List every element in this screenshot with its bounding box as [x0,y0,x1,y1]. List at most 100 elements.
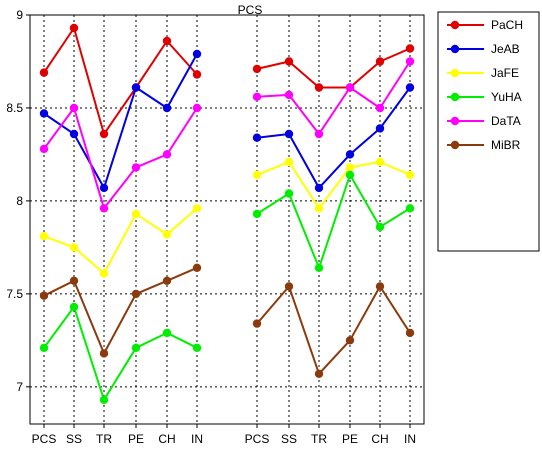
series-line [43,305,198,401]
data-point [375,157,385,167]
data-point [131,163,141,172]
data-point [375,282,385,291]
x-tick-label: PCS [32,432,57,446]
data-point [314,263,324,272]
x-tick-label: SS [281,432,297,446]
data-point [162,36,172,46]
data-point [162,276,172,285]
data-point [39,144,49,154]
legend-label: JaFE [491,66,519,80]
data-point [252,319,262,328]
legend-item-yuha: YuHA [447,90,522,104]
data-point [314,183,324,193]
x-tick-label: PE [342,432,358,446]
data-point [99,395,109,404]
data-point [162,328,172,338]
y-tick-label: 7.5 [6,287,23,301]
data-point [375,124,385,133]
data-point [314,83,324,92]
data-point [345,163,355,172]
series-pach [39,23,415,139]
series-line [43,207,198,275]
data-point [252,64,262,74]
series-line [256,173,411,269]
data-point [314,369,324,378]
y-axis: 7 7.5 8 8.5 9 [6,8,30,394]
legend-label: YuHA [491,90,522,104]
data-point [69,243,79,252]
data-point [131,343,141,352]
data-point [284,157,294,167]
data-point [405,328,415,338]
series-yuha [39,170,415,404]
data-point [252,133,262,142]
data-point [284,189,294,198]
series-line [256,86,411,189]
x-tick-label: TR [96,432,112,446]
legend-label: PaCH [491,18,523,32]
legend-item-jafe: JaFE [447,66,519,80]
legend-label: JeAB [491,42,520,56]
x-tick-label: PCS [245,432,270,446]
data-point [69,302,79,312]
data-point [69,23,79,33]
data-point [192,49,202,59]
data-point [192,204,202,213]
data-point [131,209,141,219]
data-point [69,129,79,139]
series-line [43,53,198,189]
data-point [162,230,172,239]
plot-area [29,14,425,425]
data-point [99,129,109,139]
grid-lines [30,15,424,424]
y-tick-label: 7 [16,380,23,394]
data-point [345,150,355,159]
data-point [345,170,355,180]
data-point [252,92,262,102]
legend-item-pach: PaCH [447,18,523,32]
data-point [99,183,109,193]
x-tick-label: PE [128,432,144,446]
x-tick-label: CH [371,432,388,446]
data-point [192,263,202,272]
series-line [43,266,198,355]
data-point [375,57,385,66]
data-point [39,343,49,352]
data-point [192,343,202,352]
data-point [405,44,415,53]
data-point [345,83,355,92]
x-tick-label: TR [311,432,327,446]
legend-marker [450,68,460,78]
data-point [375,103,385,113]
x-axis: PCS SS TR PE CH IN PCS SS TR PE CH IN [32,424,416,446]
data-point [131,83,141,92]
series-jafe [39,157,415,278]
legend-item-data: DaTA [447,114,521,128]
series-layer [39,23,415,404]
data-point [131,289,141,299]
legend-marker [450,44,460,54]
legend: PaCH JeAB JaFE YuHA DaTA MiBR [437,11,540,252]
y-tick-label: 8 [16,194,23,208]
x-tick-label: IN [404,432,416,446]
data-point [252,209,262,219]
data-point [69,103,79,113]
data-point [314,204,324,213]
data-point [284,282,294,291]
y-tick-label: 8.5 [6,101,23,115]
legend-item-jeab: JeAB [447,42,520,56]
data-point [284,129,294,139]
data-point [252,170,262,180]
data-point [405,204,415,213]
data-point [284,90,294,100]
data-point [192,103,202,113]
data-point [314,129,324,139]
legend-label: MiBR [491,138,521,152]
series-line [256,285,411,375]
legend-items: PaCH JeAB JaFE YuHA DaTA MiBR [447,18,523,152]
chart-title: PCS [238,3,263,17]
legend-label: DaTA [491,114,521,128]
data-point [345,336,355,345]
data-point [69,276,79,285]
data-point [39,232,49,241]
